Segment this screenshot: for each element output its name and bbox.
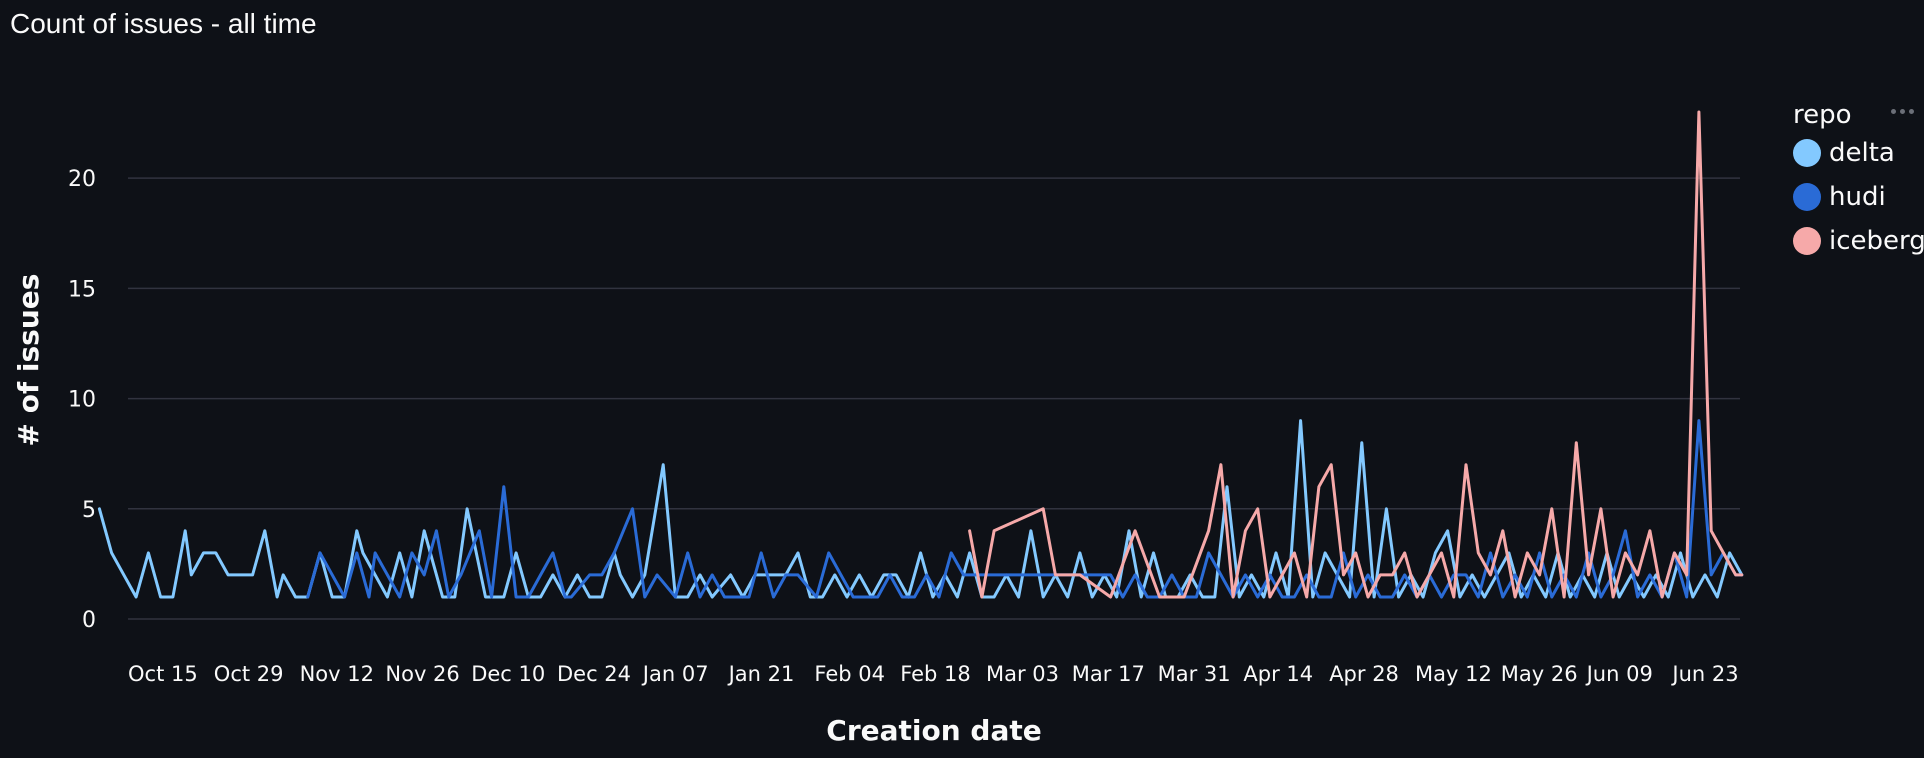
y-tick-label-0: 0 — [82, 608, 96, 633]
x-tick-label-1: Oct 29 — [214, 662, 284, 686]
x-tick-label-9: Feb 18 — [900, 662, 971, 686]
legend-swatch-hudi — [1793, 183, 1821, 211]
y-axis-label: # of issues — [12, 274, 45, 447]
legend-item-hudi[interactable]: hudi — [1793, 182, 1886, 212]
x-tick-label-12: Mar 31 — [1158, 662, 1231, 686]
x-tick-label-15: May 12 — [1415, 662, 1492, 686]
chart-title: Count of issues - all time — [10, 8, 317, 39]
x-tick-label-3: Nov 26 — [385, 662, 459, 686]
legend-swatch-delta — [1793, 139, 1821, 167]
y-tick-label-10: 10 — [68, 388, 96, 413]
x-tick-label-2: Nov 12 — [300, 662, 374, 686]
x-tick-label-6: Jan 07 — [641, 662, 709, 686]
series-line-delta — [97, 419, 1744, 599]
legend-label-hudi: hudi — [1829, 182, 1886, 212]
legend-label-delta: delta — [1829, 138, 1895, 168]
y-tick-label-15: 15 — [68, 277, 96, 302]
x-tick-label-10: Mar 03 — [986, 662, 1059, 686]
legend-swatch-iceberg — [1793, 227, 1821, 255]
y-tick-label-20: 20 — [68, 167, 96, 192]
x-tick-label-17: Jun 09 — [1585, 662, 1653, 686]
y-tick-label-5: 5 — [82, 498, 96, 523]
series-line-iceberg — [968, 110, 1744, 599]
x-tick-label-14: Apr 28 — [1329, 662, 1399, 686]
x-tick-label-7: Jan 21 — [727, 662, 795, 686]
x-tick-label-16: May 26 — [1501, 662, 1578, 686]
x-tick-label-8: Feb 04 — [814, 662, 885, 686]
legend-item-iceberg[interactable]: iceberg — [1793, 226, 1924, 256]
legend-item-delta[interactable]: delta — [1793, 138, 1895, 168]
x-tick-label-4: Dec 10 — [471, 662, 545, 686]
legend-label-iceberg: iceberg — [1829, 226, 1924, 256]
x-tick-label-5: Dec 24 — [557, 662, 631, 686]
legend-title: repo — [1793, 100, 1852, 130]
x-tick-label-13: Apr 14 — [1243, 662, 1313, 686]
x-tick-label-0: Oct 15 — [128, 662, 198, 686]
x-tick-label-11: Mar 17 — [1072, 662, 1145, 686]
x-tick-label-18: Jun 23 — [1670, 662, 1738, 686]
more-options-icon[interactable] — [1887, 96, 1917, 126]
x-axis-label: Creation date — [826, 714, 1041, 747]
